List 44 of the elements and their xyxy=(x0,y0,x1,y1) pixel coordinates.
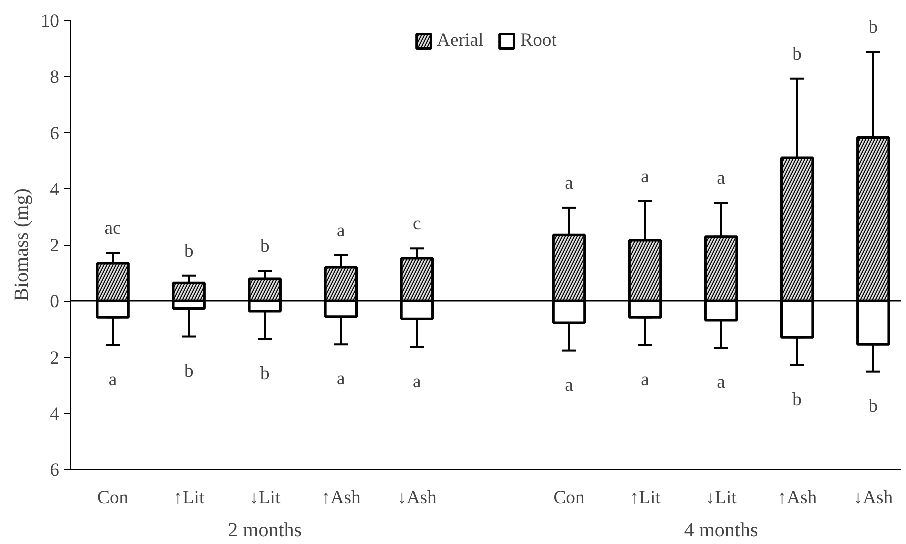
x-tick-label: ↑Ash xyxy=(778,488,818,508)
x-tick-label: ↑Lit xyxy=(630,488,662,508)
x-tick-label: Con xyxy=(98,488,130,508)
legend-label: Aerial xyxy=(437,30,484,52)
annotation: a xyxy=(641,166,650,188)
x-tick-label: ↓Ash xyxy=(398,488,438,508)
annotation: c xyxy=(413,214,422,235)
y-tick-label: 10 xyxy=(40,11,60,32)
annotation: b xyxy=(868,17,878,38)
annotation: a xyxy=(337,368,346,390)
annotation: b xyxy=(868,396,878,417)
x-tick-label: ↑Lit xyxy=(174,488,206,508)
annotation: a xyxy=(108,369,118,390)
text: 2 months xyxy=(228,520,302,542)
y-tick-label: 0 xyxy=(50,292,60,313)
annotation: b xyxy=(792,44,802,65)
annotation: b xyxy=(184,360,194,382)
x-tick-label: Con xyxy=(554,488,586,508)
y-tick-label: 6 xyxy=(50,123,60,144)
annotation: b xyxy=(260,236,270,258)
x-tick-label: ↓Lit xyxy=(706,488,738,508)
y-tick-label: 2 xyxy=(50,348,60,369)
x-tick-label: ↓Lit xyxy=(250,488,282,508)
annotation: b xyxy=(184,240,194,262)
annotation: a xyxy=(717,168,726,190)
annotation: a xyxy=(413,371,422,392)
x-tick-label: ↑Ash xyxy=(321,488,362,508)
text: 4 months xyxy=(684,520,758,542)
annotation: ac xyxy=(104,218,122,240)
y-tick-label: 8 xyxy=(50,67,60,88)
annotation: a xyxy=(717,372,726,393)
y-tick-label: 4 xyxy=(50,179,60,200)
legend-label: Root xyxy=(520,30,557,52)
y-tick-label: 2 xyxy=(50,236,60,256)
annotation: a xyxy=(565,172,574,194)
x-tick-label: ↓Ash xyxy=(854,488,894,508)
y-axis-title: Biomass (mg) xyxy=(10,188,33,302)
annotation: a xyxy=(641,369,650,390)
annotation: a xyxy=(565,374,574,396)
annotation: b xyxy=(792,389,802,410)
annotation: a xyxy=(337,220,346,242)
annotation: b xyxy=(260,363,270,384)
y-tick-label: 4 xyxy=(50,404,60,425)
y-tick-label: 6 xyxy=(50,460,60,481)
